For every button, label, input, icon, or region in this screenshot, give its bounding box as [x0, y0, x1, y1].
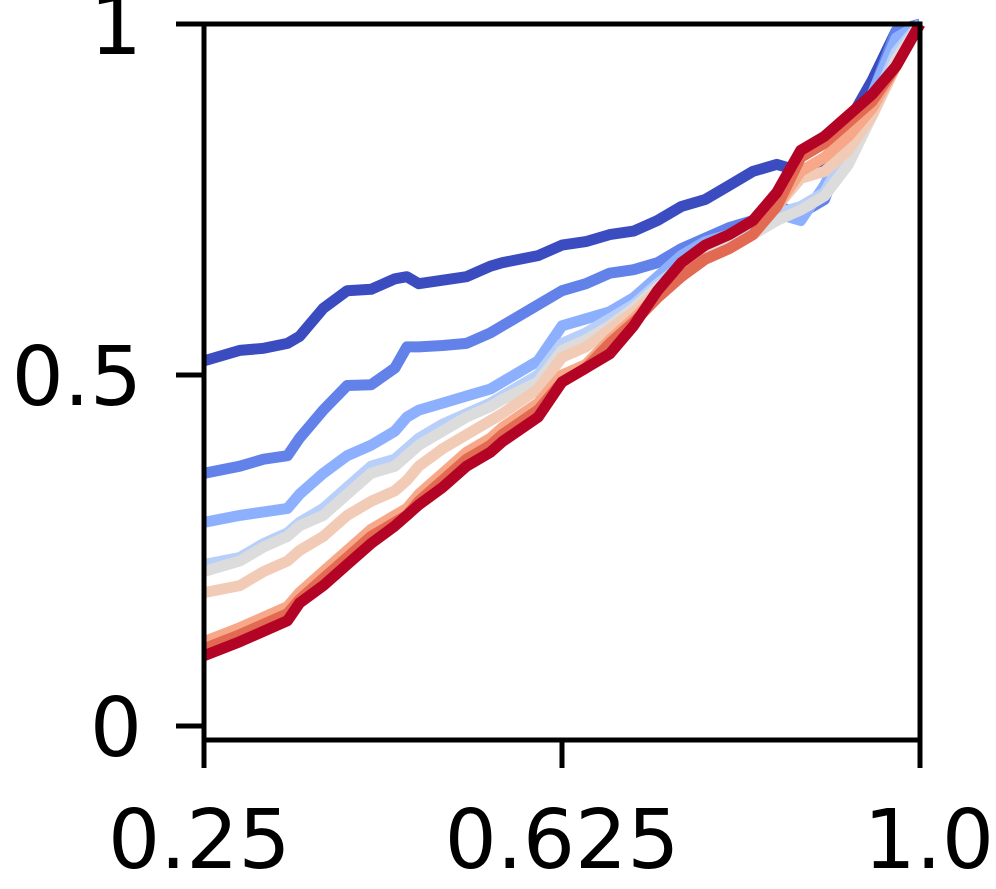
series-line-1: [202, 18, 922, 367]
series-layer: [201, 18, 925, 661]
series-line-9: [201, 21, 925, 661]
y-axis-ticks: 00.51: [12, 0, 204, 776]
x-axis-ticks: 0.25 0.625 1.0: [108, 740, 994, 888]
y-tick-label-1: 0.5: [12, 330, 142, 425]
x-tick-label-1: 0.625: [445, 793, 680, 888]
series-line-8: [201, 21, 925, 654]
x-tick-label-0: 0.25: [108, 793, 291, 888]
x-tick-label-2: 1.0: [864, 793, 994, 888]
y-tick-label-2: 1: [90, 0, 142, 74]
series-line-3: [202, 19, 923, 528]
series-line-6: [202, 21, 925, 598]
y-tick-label-0: 0: [90, 681, 142, 776]
